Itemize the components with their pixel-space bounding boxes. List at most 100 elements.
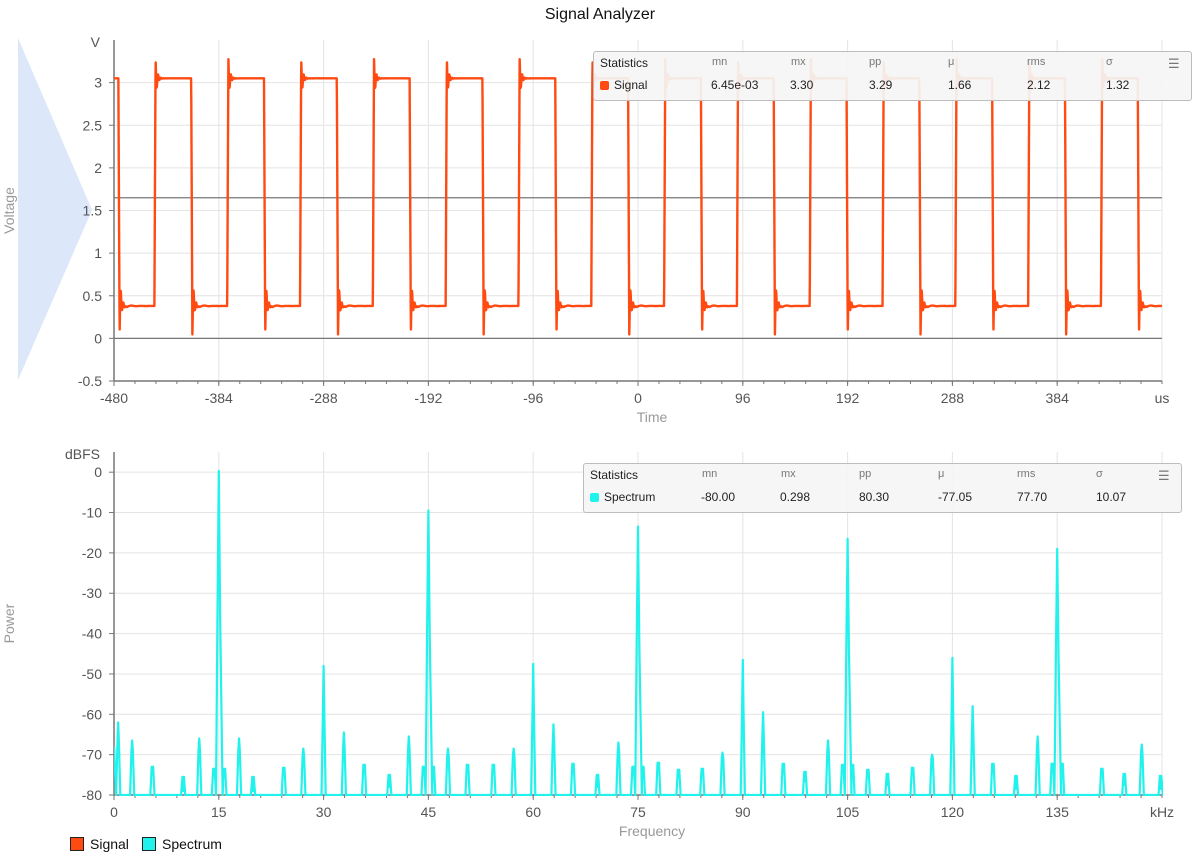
- spectrum-peak-point: [388, 786, 391, 788]
- spectrum-peak-point: [427, 509, 430, 512]
- signal-y-axis-label: Voltage: [1, 187, 17, 234]
- hamburger-menu-icon[interactable]: ☰: [1168, 56, 1180, 71]
- signal-x-tick-label: -288: [310, 390, 338, 406]
- legend-label-signal: Signal: [90, 836, 129, 852]
- signal-x-tick-label: 0: [634, 390, 642, 406]
- spectrum-peak-point: [1036, 735, 1039, 738]
- spectrum-peak-point: [252, 790, 254, 792]
- spectrum-peak-point: [637, 525, 639, 528]
- legend-swatch-signal: [70, 837, 84, 851]
- stat-header-mean: μ: [938, 468, 945, 480]
- spectrum-peak-point: [867, 776, 869, 778]
- spectrum-peak-point: [322, 665, 325, 667]
- spectrum-peak-point: [1101, 774, 1103, 776]
- spectrum-peak-point: [466, 765, 469, 768]
- signal-x-tick-label: 96: [735, 390, 751, 406]
- spectrum-peak-point: [886, 784, 889, 786]
- signal-x-tick-label: 288: [941, 390, 965, 406]
- spectrum-peak-point: [282, 772, 285, 774]
- signal-x-axis-label: Time: [637, 409, 668, 425]
- spectrum-y-tick-label: -10: [82, 505, 102, 521]
- stat-header-mean: μ: [948, 56, 955, 68]
- signal-x-tick-label: 192: [836, 390, 860, 406]
- spectrum-x-axis-label: Frequency: [619, 823, 685, 839]
- stat-series-name: Spectrum: [604, 490, 656, 504]
- spectrum-swatch: [590, 493, 599, 502]
- spectrum-peak-point: [532, 663, 534, 665]
- statistics-header-row: Statistics mn mx pp μ rms σ ☰: [594, 52, 1191, 74]
- stat-header-pp: pp: [869, 56, 882, 68]
- signal-y-tick-label: 2: [94, 160, 102, 176]
- spectrum-peak-point: [151, 769, 154, 772]
- spectrum-peak-point: [657, 761, 660, 764]
- spectrum-peak-point: [992, 763, 994, 766]
- spectrum-y-tick-label: -60: [82, 706, 102, 722]
- spectrum-peak-point: [117, 721, 119, 724]
- spectrum-peak-point: [432, 769, 435, 772]
- spectrum-y-tick-label: 0: [94, 464, 102, 480]
- spectrum-peak-point: [512, 747, 515, 750]
- spectrum-y-tick-label: -40: [82, 626, 102, 642]
- spectrum-peak-point: [213, 774, 215, 776]
- spectrum-peak-point: [762, 711, 764, 714]
- spectrum-x-unit: kHz: [1150, 804, 1174, 820]
- spectrum-x-tick-label: 0: [110, 804, 118, 820]
- spectrum-x-tick-label: 105: [836, 804, 860, 820]
- spectrum-x-tick-label: 30: [316, 804, 332, 820]
- stat-value-mx: 0.298: [780, 490, 811, 504]
- statistics-header-row: Statistics mn mx pp μ rms σ ☰: [584, 464, 1181, 486]
- spectrum-peak-point: [742, 659, 744, 661]
- chart-title: Signal Analyzer: [544, 6, 656, 23]
- spectrum-peak-point: [572, 763, 574, 766]
- hamburger-menu-icon[interactable]: ☰: [1158, 468, 1170, 483]
- spectrum-series-line[interactable]: [114, 469, 1163, 796]
- spectrum-peak-point: [701, 774, 704, 776]
- voltage-range-marker: [18, 38, 92, 380]
- spectrum-peak-point: [492, 765, 495, 768]
- spectrum-peak-point: [632, 769, 634, 772]
- spectrum-peak-point: [782, 763, 785, 766]
- statistics-row-signal: Signal 6.45e-03 3.30 3.29 1.66 2.12 1.32: [594, 74, 1191, 96]
- stat-value-pp: 80.30: [859, 490, 890, 504]
- spectrum-x-tick-label: 120: [941, 804, 965, 820]
- spectrum-peak-point: [971, 705, 974, 708]
- signal-y-tick-label: 2.5: [83, 117, 103, 133]
- signal-x-tick-label: -384: [205, 390, 233, 406]
- statistics-title: Statistics: [600, 56, 649, 70]
- signal-y-tick-label: 3: [94, 75, 102, 91]
- spectrum-x-tick-label: 90: [735, 804, 751, 820]
- stat-header-mx: mx: [781, 468, 796, 480]
- signal-statistics-panel[interactable]: Statistics mn mx pp μ rms σ ☰ Signal 6.4…: [593, 51, 1192, 101]
- signal-x-tick-label: -480: [100, 390, 128, 406]
- spectrum-peak-point: [552, 723, 555, 726]
- spectrum-peak-point: [827, 739, 829, 742]
- spectrum-peak-point: [1159, 788, 1162, 790]
- spectrum-peak-point: [302, 747, 305, 750]
- spectrum-peak-point: [422, 769, 425, 772]
- spectrum-peak-point: [343, 731, 345, 734]
- stat-series-name: Signal: [614, 78, 648, 92]
- spectrum-peak-point: [841, 765, 844, 768]
- spectrum-statistics-panel[interactable]: Statistics mn mx pp μ rms σ ☰ Spectrum -…: [583, 463, 1182, 513]
- spectrum-peak-point: [911, 772, 914, 774]
- signal-y-tick-label: 1.5: [83, 203, 103, 219]
- stat-value-sigma: 1.32: [1106, 78, 1130, 92]
- stat-value-mean: -77.05: [938, 490, 973, 504]
- spectrum-peak-point: [1061, 763, 1063, 766]
- signal-x-tick-label: -192: [414, 390, 442, 406]
- spectrum-y-tick-label: -20: [82, 545, 102, 561]
- spectrum-peak-point: [617, 741, 620, 744]
- spectrum-x-tick-label: 45: [421, 804, 437, 820]
- spectrum-peak-point: [182, 790, 184, 792]
- stat-value-sigma: 10.07: [1096, 490, 1127, 504]
- spectrum-peak-point: [218, 470, 220, 472]
- statistics-title: Statistics: [590, 468, 639, 482]
- spectrum-peak-point: [447, 747, 449, 750]
- signal-x-tick-label: -96: [523, 390, 543, 406]
- signal-y-tick-label: 0: [94, 330, 102, 346]
- spectrum-peak-point: [198, 737, 201, 740]
- stat-value-mn: -80.00: [701, 490, 736, 504]
- stat-header-pp: pp: [859, 468, 872, 480]
- spectrum-x-tick-label: 135: [1046, 804, 1070, 820]
